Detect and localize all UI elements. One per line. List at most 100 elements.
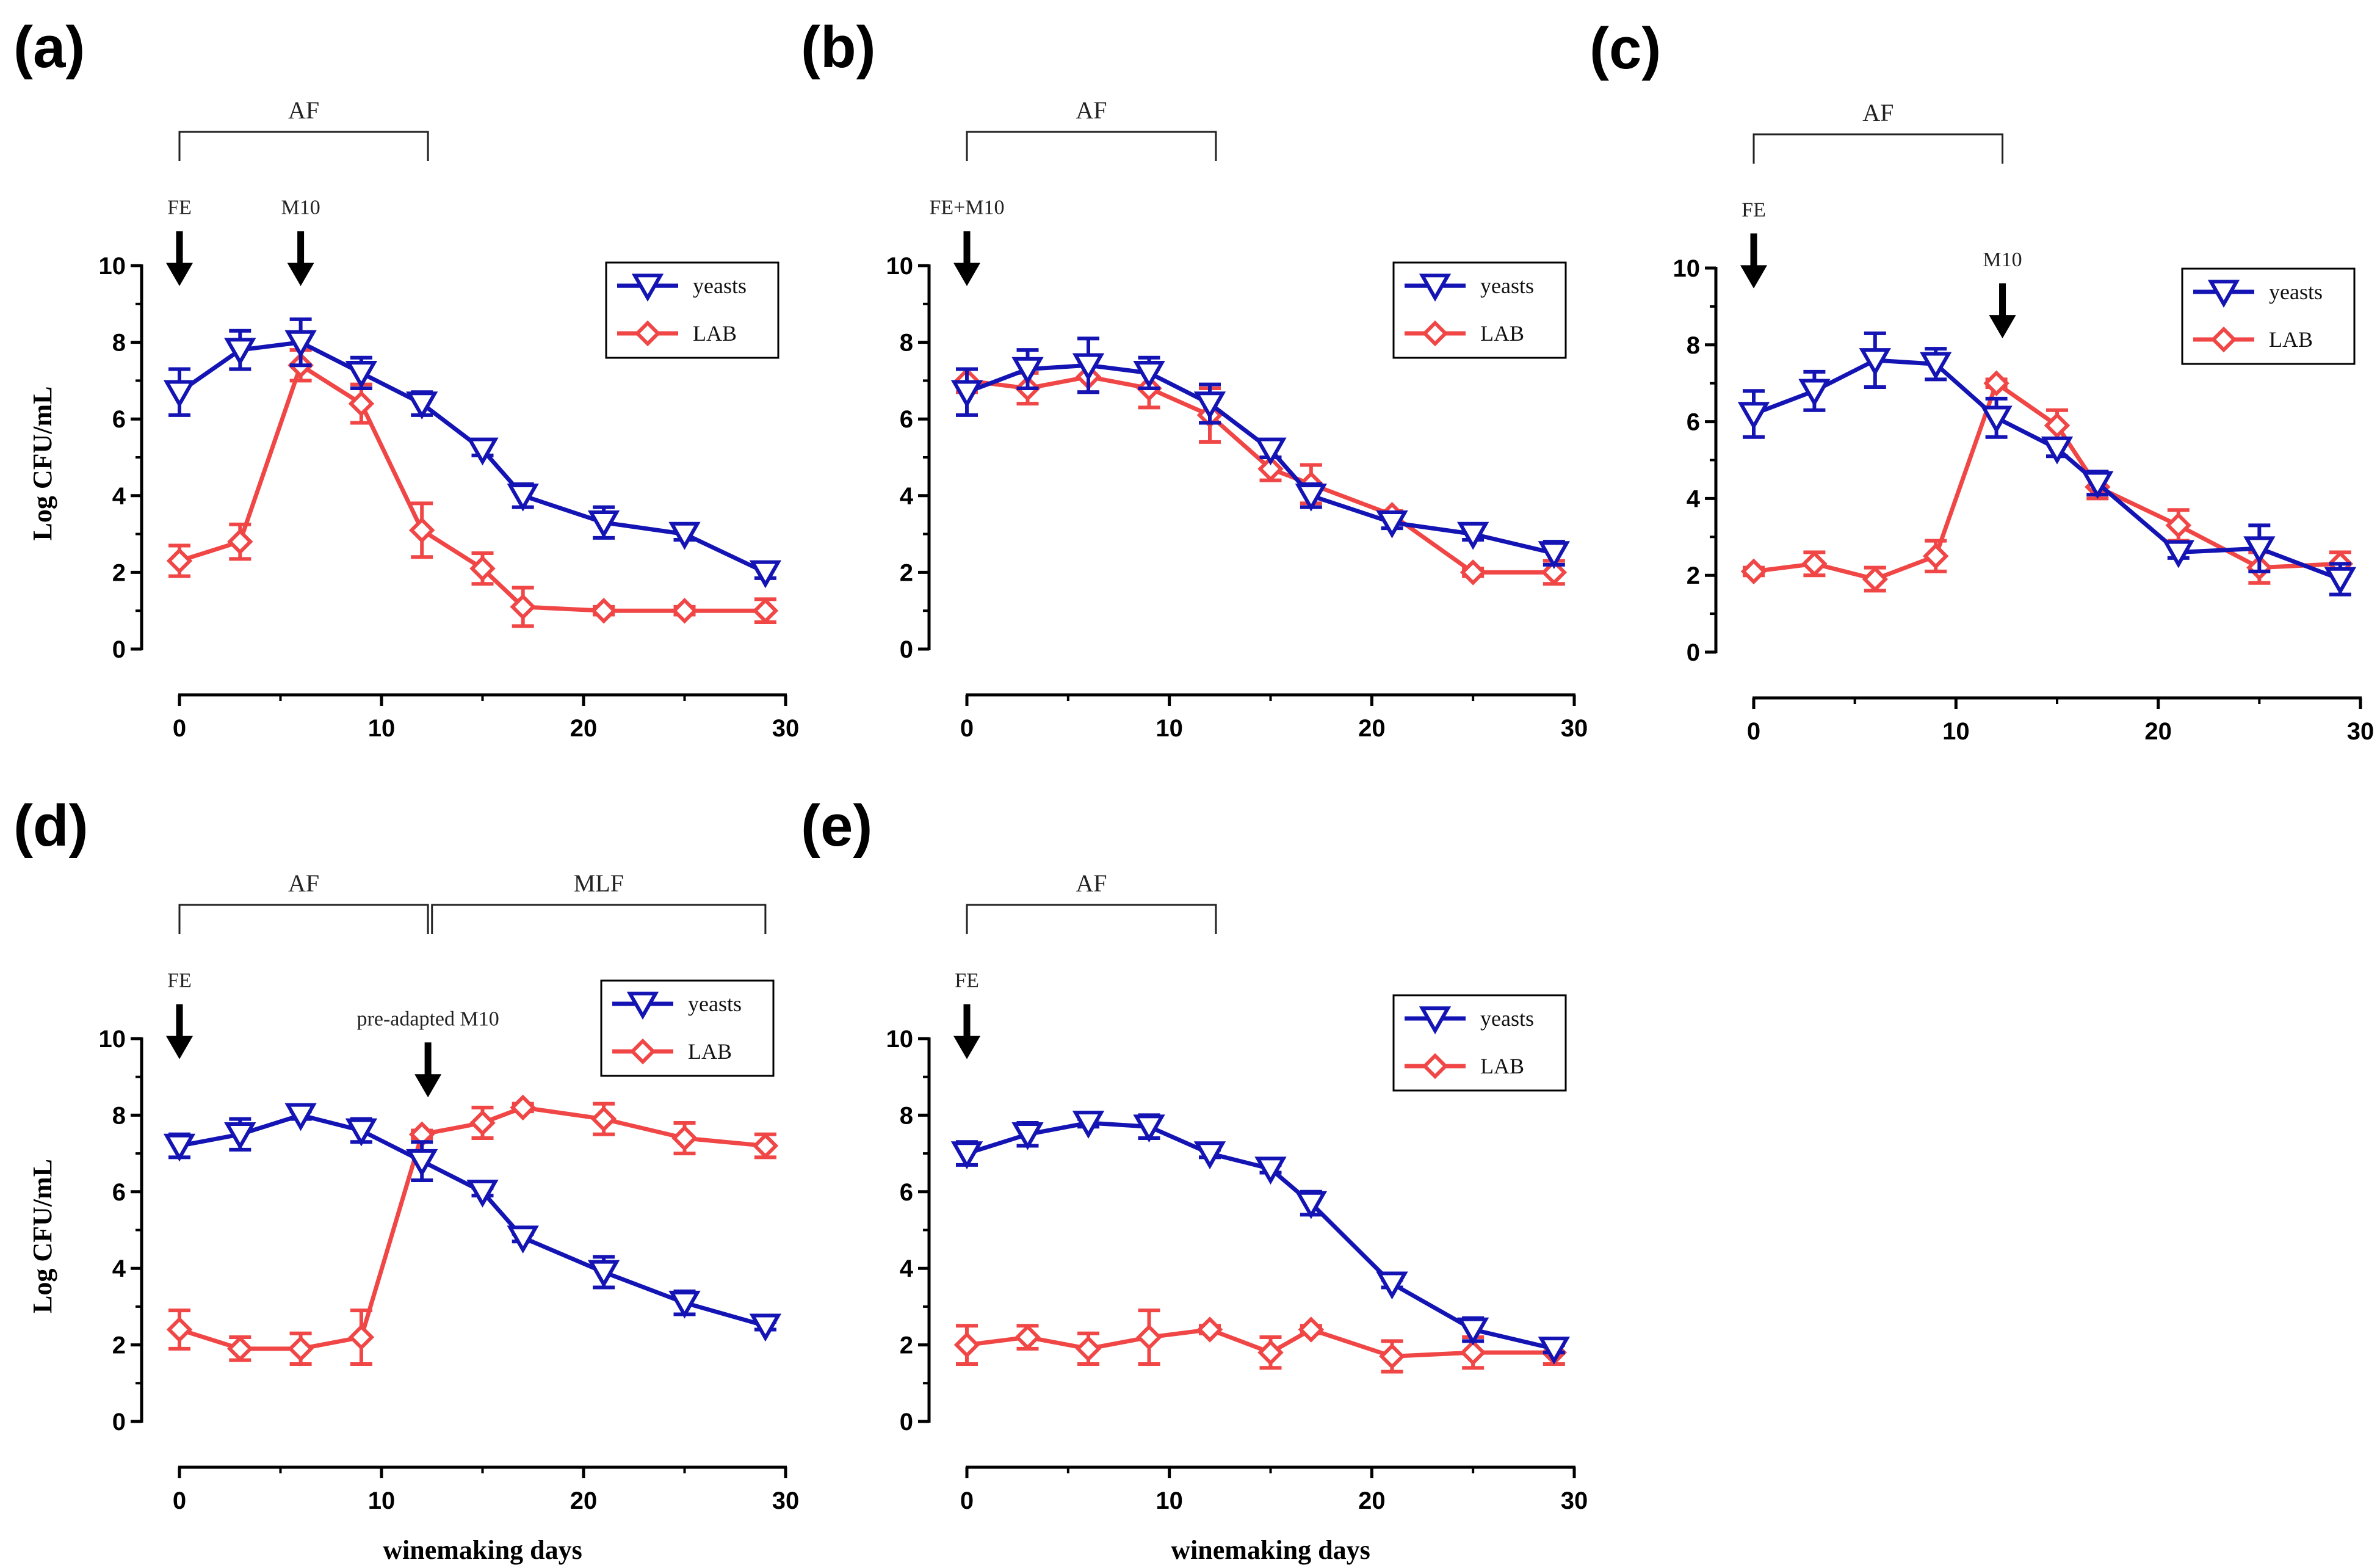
legend-label: yeasts: [1480, 274, 1534, 298]
y-tick-label: 8: [900, 1102, 913, 1129]
annotation-label: FE: [1742, 198, 1766, 221]
series-line: [966, 374, 1554, 575]
data-point: [1075, 1335, 1102, 1362]
arrow-head-icon: [287, 263, 314, 286]
legend-marker: [629, 1038, 656, 1065]
y-tick-label: 0: [112, 1409, 126, 1436]
data-point: [224, 1122, 256, 1150]
legend-label: LAB: [1480, 321, 1524, 346]
series-lab: [166, 348, 779, 628]
data-point: [348, 1324, 375, 1351]
legend-marker: [2210, 326, 2237, 353]
data-point: [466, 437, 499, 466]
panel-label: (a): [13, 15, 85, 80]
y-tick-label: 4: [900, 1255, 914, 1282]
arrow-head-icon: [953, 1036, 980, 1059]
data-point: [406, 1149, 438, 1177]
series-line: [1753, 381, 2341, 581]
y-tick-label: 4: [112, 1255, 126, 1282]
data-point: [227, 528, 253, 555]
x-tick-label: 10: [1156, 1487, 1183, 1514]
series-line: [178, 363, 765, 613]
data-point: [1196, 1316, 1223, 1343]
y-tick-label: 10: [1673, 255, 1701, 282]
data-point: [1376, 1271, 1408, 1300]
x-axis-title: winemaking days: [383, 1535, 582, 1565]
data-point: [1136, 1324, 1162, 1351]
x-tick-label: 0: [173, 1487, 186, 1514]
data-point: [953, 1332, 980, 1358]
data-point: [1538, 541, 1571, 569]
data-point: [749, 560, 782, 589]
data-point: [345, 361, 378, 389]
panel-a: (a) 0 2 4 6 8 10 0 10 20 30 Log CFU/mL AF FE M10 yeasts…: [13, 15, 799, 742]
data-point: [1859, 348, 1891, 376]
y-tick-label: 10: [99, 253, 126, 280]
data-point: [469, 1109, 496, 1136]
data-point: [2041, 436, 2074, 465]
data-point: [1298, 1316, 1325, 1343]
data-point: [1983, 370, 2009, 396]
data-point: [668, 1290, 701, 1319]
data-point: [406, 391, 438, 420]
phase-label: AF: [288, 96, 319, 124]
arrow-head-icon: [414, 1074, 442, 1098]
annotation-label: FE+M10: [929, 196, 1004, 219]
y-axis-title: Log CFU/mL: [27, 1159, 57, 1313]
series-yeasts: [950, 1111, 1571, 1365]
data-point: [1193, 1141, 1226, 1170]
y-tick-label: 0: [900, 1409, 913, 1436]
series-line: [179, 1112, 766, 1328]
data-point: [1011, 357, 1044, 385]
data-point: [408, 517, 435, 543]
y-tick-label: 10: [99, 1026, 126, 1053]
legend-marker: [2207, 280, 2240, 308]
series-yeasts: [163, 317, 782, 589]
data-point: [1072, 353, 1105, 382]
x-tick-label: 20: [570, 715, 598, 742]
panel-e: (e) 0 2 4 6 8 10 0 10 20 30 winemaking days AF FE yeas…: [801, 793, 1588, 1565]
data-point: [590, 597, 617, 624]
data-point: [668, 521, 701, 550]
y-tick-label: 2: [900, 559, 913, 586]
annotation-label: M10: [281, 196, 320, 219]
x-tick-label: 30: [2347, 718, 2375, 745]
x-tick-label: 0: [173, 715, 186, 742]
series-yeasts: [950, 336, 1571, 569]
y-tick-label: 2: [112, 1332, 126, 1359]
data-point: [671, 1125, 698, 1152]
data-point: [288, 1335, 314, 1362]
data-point: [1862, 566, 1889, 592]
legend-box: [605, 261, 779, 359]
data-point: [1011, 1122, 1044, 1150]
legend-box: [600, 979, 775, 1077]
series-yeasts: [1737, 331, 2357, 597]
legend-label: LAB: [693, 321, 737, 346]
data-point: [507, 1225, 539, 1254]
data-point: [166, 548, 193, 574]
series-line: [1752, 358, 2342, 581]
legend-marker: [631, 274, 664, 302]
data-point: [1980, 405, 2013, 434]
panel-c: (c) 0 2 4 6 8 10 0 10 20 30 AF FE M10 yeasts LAB: [1590, 16, 2374, 745]
x-tick-label: 30: [772, 1487, 800, 1514]
data-point: [950, 380, 983, 408]
data-point: [749, 1313, 782, 1342]
data-point: [510, 593, 536, 620]
data-point: [2044, 412, 2071, 439]
y-tick-label: 4: [112, 483, 126, 510]
y-tick-label: 6: [112, 1179, 126, 1206]
data-point: [510, 1094, 536, 1121]
data-point: [227, 1335, 253, 1362]
legend-marker: [1422, 320, 1449, 347]
x-tick-label: 10: [1156, 715, 1183, 742]
data-point: [1193, 391, 1226, 420]
data-point: [1538, 1337, 1571, 1365]
data-point: [1737, 402, 1770, 430]
series-line: [178, 1105, 766, 1351]
panel-label: (c): [1590, 16, 1661, 81]
y-tick-label: 0: [900, 636, 913, 663]
data-point: [2082, 471, 2114, 499]
phase-bracket: [178, 904, 429, 934]
